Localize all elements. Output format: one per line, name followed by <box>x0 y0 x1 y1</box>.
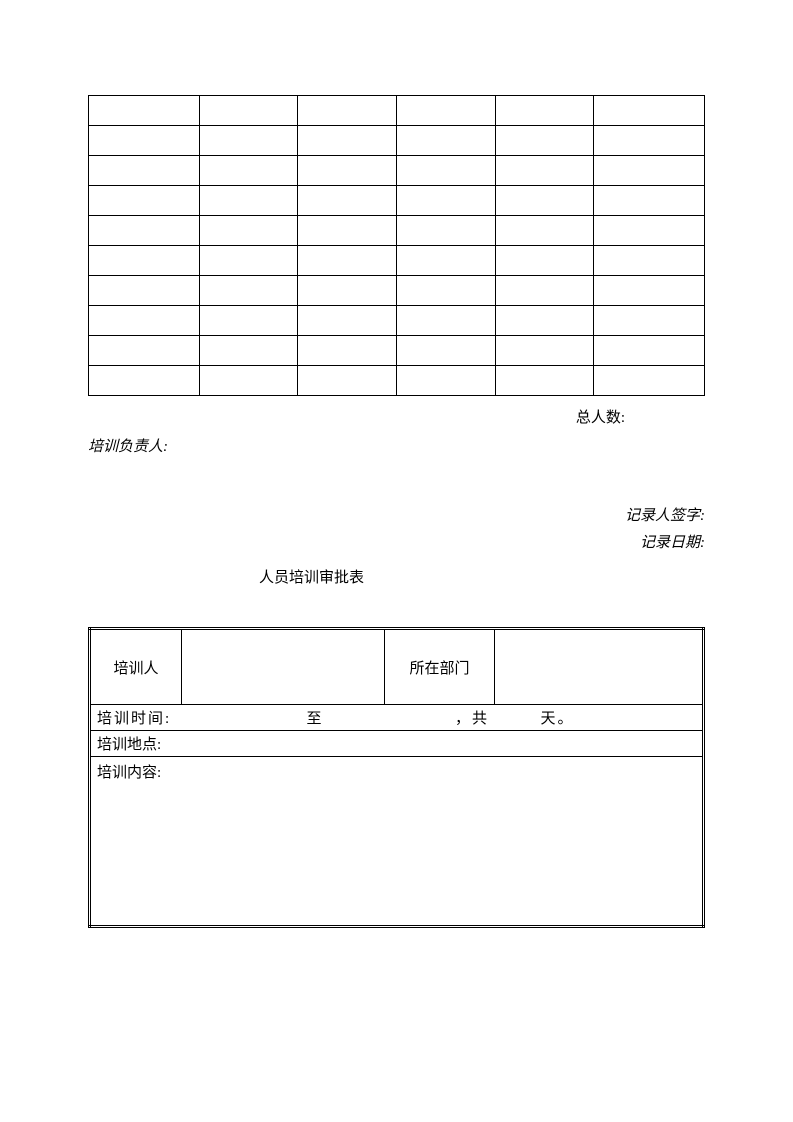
approval-row-content: 培训内容: <box>90 757 704 927</box>
location-label: 培训地点: <box>91 733 702 754</box>
table-row <box>89 186 705 216</box>
approval-row-location: 培训地点: <box>90 731 704 757</box>
table-row <box>89 96 705 126</box>
trainee-label: 培训人 <box>90 629 182 705</box>
comma-label: ，共 <box>455 707 489 728</box>
responsible-label: 培训负责人: <box>88 435 705 456</box>
department-value <box>495 629 704 705</box>
approval-row-header: 培训人 所在部门 <box>90 629 704 705</box>
approval-title: 人员培训审批表 <box>88 566 705 587</box>
table-row <box>89 336 705 366</box>
table-row <box>89 276 705 306</box>
days-label: 天。 <box>541 707 575 728</box>
attendance-table-body <box>89 96 705 396</box>
table-row <box>89 366 705 396</box>
table-row <box>89 156 705 186</box>
table-row <box>89 246 705 276</box>
approval-table: 培训人 所在部门 培训时间: 至 ，共 天。 培训地点: <box>88 627 705 928</box>
record-date-label: 记录日期: <box>88 531 705 552</box>
table-row <box>89 126 705 156</box>
attendance-table <box>88 95 705 396</box>
time-label: 培训时间: <box>97 707 175 728</box>
trainee-value <box>182 629 385 705</box>
recorder-sign-label: 记录人签字: <box>88 504 705 525</box>
approval-row-time: 培训时间: 至 ，共 天。 <box>90 705 704 731</box>
department-label: 所在部门 <box>384 629 495 705</box>
to-label: 至 <box>307 707 324 728</box>
table-row <box>89 216 705 246</box>
table-row <box>89 306 705 336</box>
content-label: 培训内容: <box>91 757 702 782</box>
total-count-label: 总人数: <box>88 406 705 427</box>
